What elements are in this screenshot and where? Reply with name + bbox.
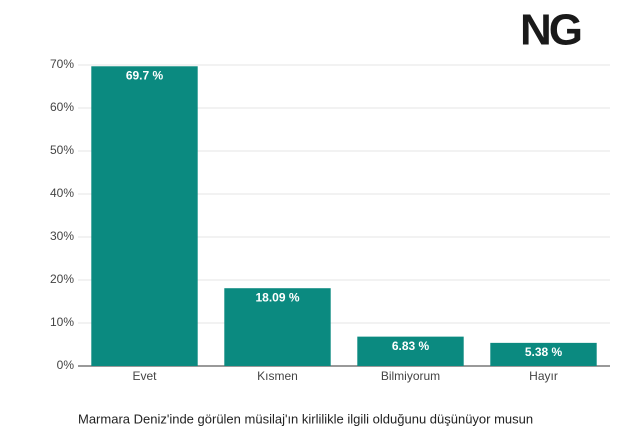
x-tick-label: Evet: [132, 369, 157, 383]
value-label: 18.09 %: [255, 290, 299, 304]
y-tick-label: 40%: [50, 186, 74, 200]
x-tick-label: Hayır: [529, 369, 558, 383]
y-tick-label: 0%: [57, 358, 75, 372]
chart-title: Marmara Deniz'inde görülen müsilaj'ın ki…: [78, 411, 533, 426]
bar: [224, 288, 331, 366]
x-tick-label: Kısmen: [257, 369, 298, 383]
value-label: 5.38 %: [525, 345, 563, 359]
x-tick-label: Bilmiyorum: [381, 369, 440, 383]
y-tick-label: 70%: [50, 57, 74, 71]
y-tick-label: 60%: [50, 100, 74, 114]
y-tick-label: 20%: [50, 272, 74, 286]
y-tick-label: 30%: [50, 229, 74, 243]
y-tick-label: 10%: [50, 315, 74, 329]
value-label: 69.7 %: [126, 68, 164, 82]
logo: NG: [520, 6, 581, 55]
bar: [490, 342, 597, 366]
y-tick-label: 50%: [50, 143, 74, 157]
bar: [91, 66, 198, 366]
value-label: 6.83 %: [392, 339, 430, 353]
bar: [357, 336, 464, 366]
